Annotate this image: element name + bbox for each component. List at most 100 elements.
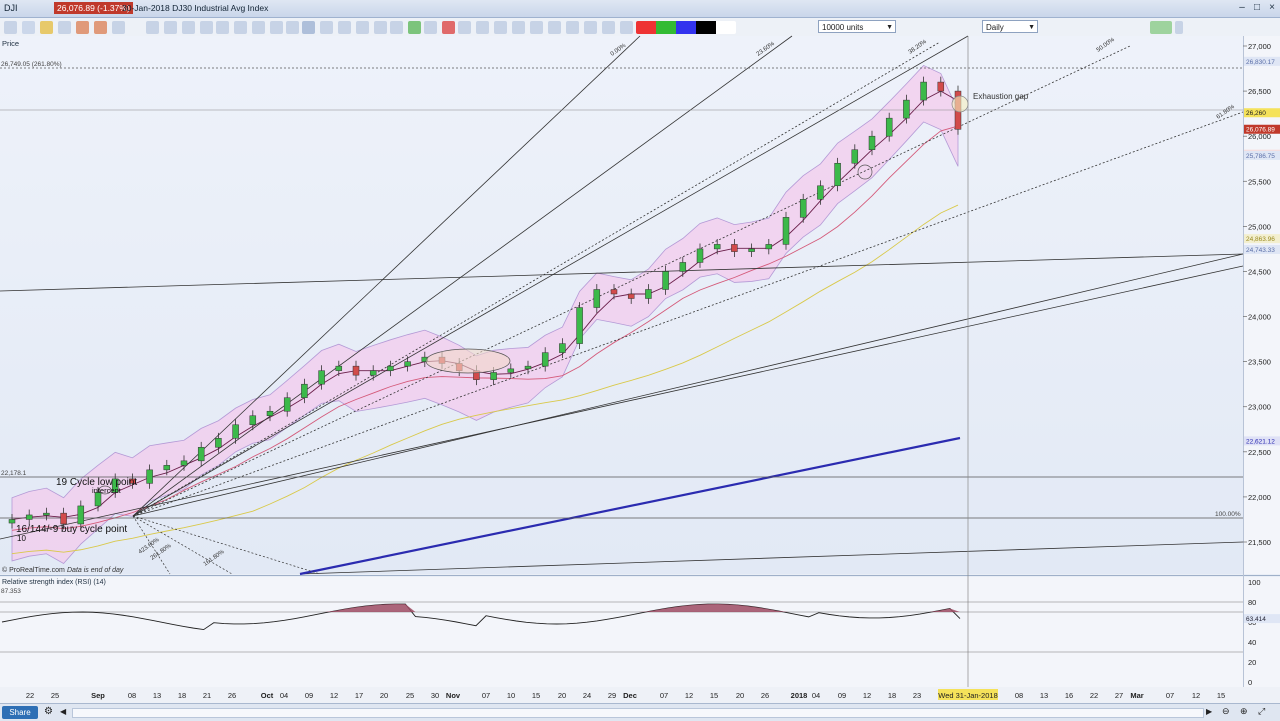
candle-body bbox=[266, 410, 274, 416]
pencil-icon[interactable] bbox=[22, 21, 35, 34]
price-axis-tick-label: 22,500 bbox=[1248, 448, 1271, 457]
period-select[interactable]: Daily ▼ bbox=[982, 20, 1038, 33]
pitchfork-icon[interactable] bbox=[476, 21, 489, 34]
exhaustion-gap-annotation: Exhaustion gap bbox=[973, 92, 1029, 101]
horizontal-line-icon[interactable] bbox=[270, 21, 283, 34]
date-axis-label: 15 bbox=[710, 691, 718, 700]
cursor-select-icon[interactable] bbox=[302, 21, 315, 34]
regression-icon[interactable] bbox=[530, 21, 543, 34]
scroll-left-icon[interactable]: ◀ bbox=[60, 707, 67, 716]
rsi-current-tag-background bbox=[1244, 614, 1280, 624]
share-button[interactable]: Share bbox=[2, 706, 38, 719]
fib-fan-dashed-line bbox=[132, 111, 1244, 517]
date-axis-label: 16 bbox=[1065, 691, 1073, 700]
color-palette-icon[interactable] bbox=[636, 21, 736, 34]
measure-icon[interactable] bbox=[200, 21, 213, 34]
buy-arrow-icon[interactable] bbox=[408, 21, 421, 34]
fib-arcs-icon[interactable] bbox=[584, 21, 597, 34]
date-axis-label: 12 bbox=[1192, 691, 1200, 700]
zoom-out-icon[interactable]: ⊖ bbox=[1222, 706, 1230, 716]
date-axis-label: 25 bbox=[406, 691, 414, 700]
price-tag: 26,076.89 bbox=[1246, 127, 1275, 134]
date-axis-label: 04 bbox=[812, 691, 820, 700]
date-axis-label: 07 bbox=[1166, 691, 1174, 700]
date-axis-label: 15 bbox=[532, 691, 540, 700]
rsi-panel-label[interactable]: Relative strength index (RSI) (14) bbox=[2, 579, 106, 586]
pointer-icon[interactable] bbox=[4, 21, 17, 34]
zoom-icon[interactable] bbox=[58, 21, 71, 34]
zoom-in-icon[interactable]: ⊕ bbox=[1240, 706, 1248, 716]
fan-line bbox=[132, 35, 969, 517]
fibonacci-icon[interactable] bbox=[76, 21, 89, 34]
minimize-icon[interactable]: – bbox=[1239, 2, 1245, 13]
indicators-dropdown-icon[interactable] bbox=[1175, 21, 1183, 34]
cycles-icon[interactable] bbox=[494, 21, 507, 34]
fit-screen-icon[interactable]: ⤢ bbox=[1258, 706, 1266, 716]
units-select[interactable]: 10000 units ▼ bbox=[818, 20, 896, 33]
date-axis-label: 08 bbox=[1015, 691, 1023, 700]
candle-body bbox=[163, 465, 171, 471]
price-tag: 22,621.12 bbox=[1246, 438, 1275, 445]
delete-icon[interactable] bbox=[252, 21, 265, 34]
fib-fan-lower-line bbox=[132, 515, 321, 575]
polyline-icon[interactable] bbox=[356, 21, 369, 34]
price-panel-label[interactable]: Price bbox=[2, 39, 19, 48]
fib-level-label: 26,749.05 (261.80%) bbox=[1, 61, 62, 68]
close-icon[interactable]: × bbox=[1269, 2, 1275, 13]
speed-lines-icon[interactable] bbox=[512, 21, 525, 34]
period-value: Daily bbox=[986, 23, 1004, 32]
indicators-icon[interactable] bbox=[1150, 21, 1172, 34]
price-tag-background bbox=[1244, 245, 1280, 255]
date-axis-label: 15 bbox=[1217, 691, 1225, 700]
trend-icon[interactable] bbox=[164, 21, 177, 34]
ma-mid-line bbox=[11, 125, 959, 531]
rsi-overbought-fill bbox=[2, 604, 960, 612]
fib-extension-icon[interactable] bbox=[620, 21, 633, 34]
alert-icon[interactable] bbox=[548, 21, 561, 34]
fib-fan-icon[interactable] bbox=[94, 21, 107, 34]
date-axis-label: 08 bbox=[128, 691, 136, 700]
candle-body bbox=[731, 244, 738, 252]
ma-short-line bbox=[11, 90, 959, 520]
line-icon[interactable] bbox=[112, 21, 125, 34]
annotation-icon[interactable] bbox=[424, 21, 437, 34]
text-icon[interactable] bbox=[216, 21, 229, 34]
intercept-annotation: intercept bbox=[92, 486, 122, 495]
triangle-icon[interactable] bbox=[338, 21, 351, 34]
buy-cycle-annotation: 16/144/-9 buy cycle point bbox=[16, 524, 127, 535]
fan-lines-icon[interactable] bbox=[566, 21, 579, 34]
triangle-tool-icon[interactable] bbox=[374, 21, 387, 34]
scroll-right-icon[interactable]: ▶ bbox=[1206, 707, 1213, 716]
arrow-tool-icon[interactable] bbox=[234, 21, 247, 34]
horizontal-scrollbar[interactable] bbox=[72, 708, 1204, 718]
candle-body bbox=[627, 293, 635, 299]
chart-area[interactable]: 0.00% 23.60% 38.20% 50.00%61.80%261.80%423.… bbox=[0, 34, 1280, 720]
channel-icon[interactable] bbox=[146, 21, 159, 34]
trend-line bbox=[0, 253, 1244, 292]
price-axis-tick-label: 24,000 bbox=[1248, 313, 1271, 322]
price-tag-background bbox=[1244, 56, 1280, 66]
grid-icon[interactable] bbox=[458, 21, 471, 34]
ellipse-icon[interactable] bbox=[390, 21, 403, 34]
price-tag-background bbox=[1244, 234, 1280, 244]
price-tag: 26,260 bbox=[1246, 110, 1266, 117]
date-axis-label: 04 bbox=[280, 691, 288, 700]
vertical-line-icon[interactable] bbox=[286, 21, 299, 34]
symbol-label[interactable]: DJI bbox=[4, 3, 18, 13]
paint-icon[interactable] bbox=[40, 21, 53, 34]
maximize-icon[interactable]: □ bbox=[1253, 2, 1261, 13]
sell-arrow-icon[interactable] bbox=[442, 21, 455, 34]
fib-time-icon[interactable] bbox=[602, 21, 615, 34]
date-axis-label: 07 bbox=[660, 691, 668, 700]
gear-icon[interactable]: ⚙ bbox=[44, 706, 53, 717]
rectangle-icon[interactable] bbox=[320, 21, 333, 34]
price-axis-tick-label: 25,000 bbox=[1248, 222, 1271, 231]
gann-icon[interactable] bbox=[182, 21, 195, 34]
chart-annotations: 0.00% 23.60% 38.20% 50.00%61.80%261.80%423.… bbox=[98, 37, 1236, 568]
units-value: 10000 units bbox=[822, 23, 864, 32]
candle-body bbox=[283, 397, 291, 412]
date-axis-label: 26 bbox=[228, 691, 236, 700]
price-tag-background bbox=[1244, 124, 1280, 134]
highlight-ellipse bbox=[425, 348, 511, 374]
price-box: 26,076.89 (-1.37%) bbox=[54, 2, 133, 14]
